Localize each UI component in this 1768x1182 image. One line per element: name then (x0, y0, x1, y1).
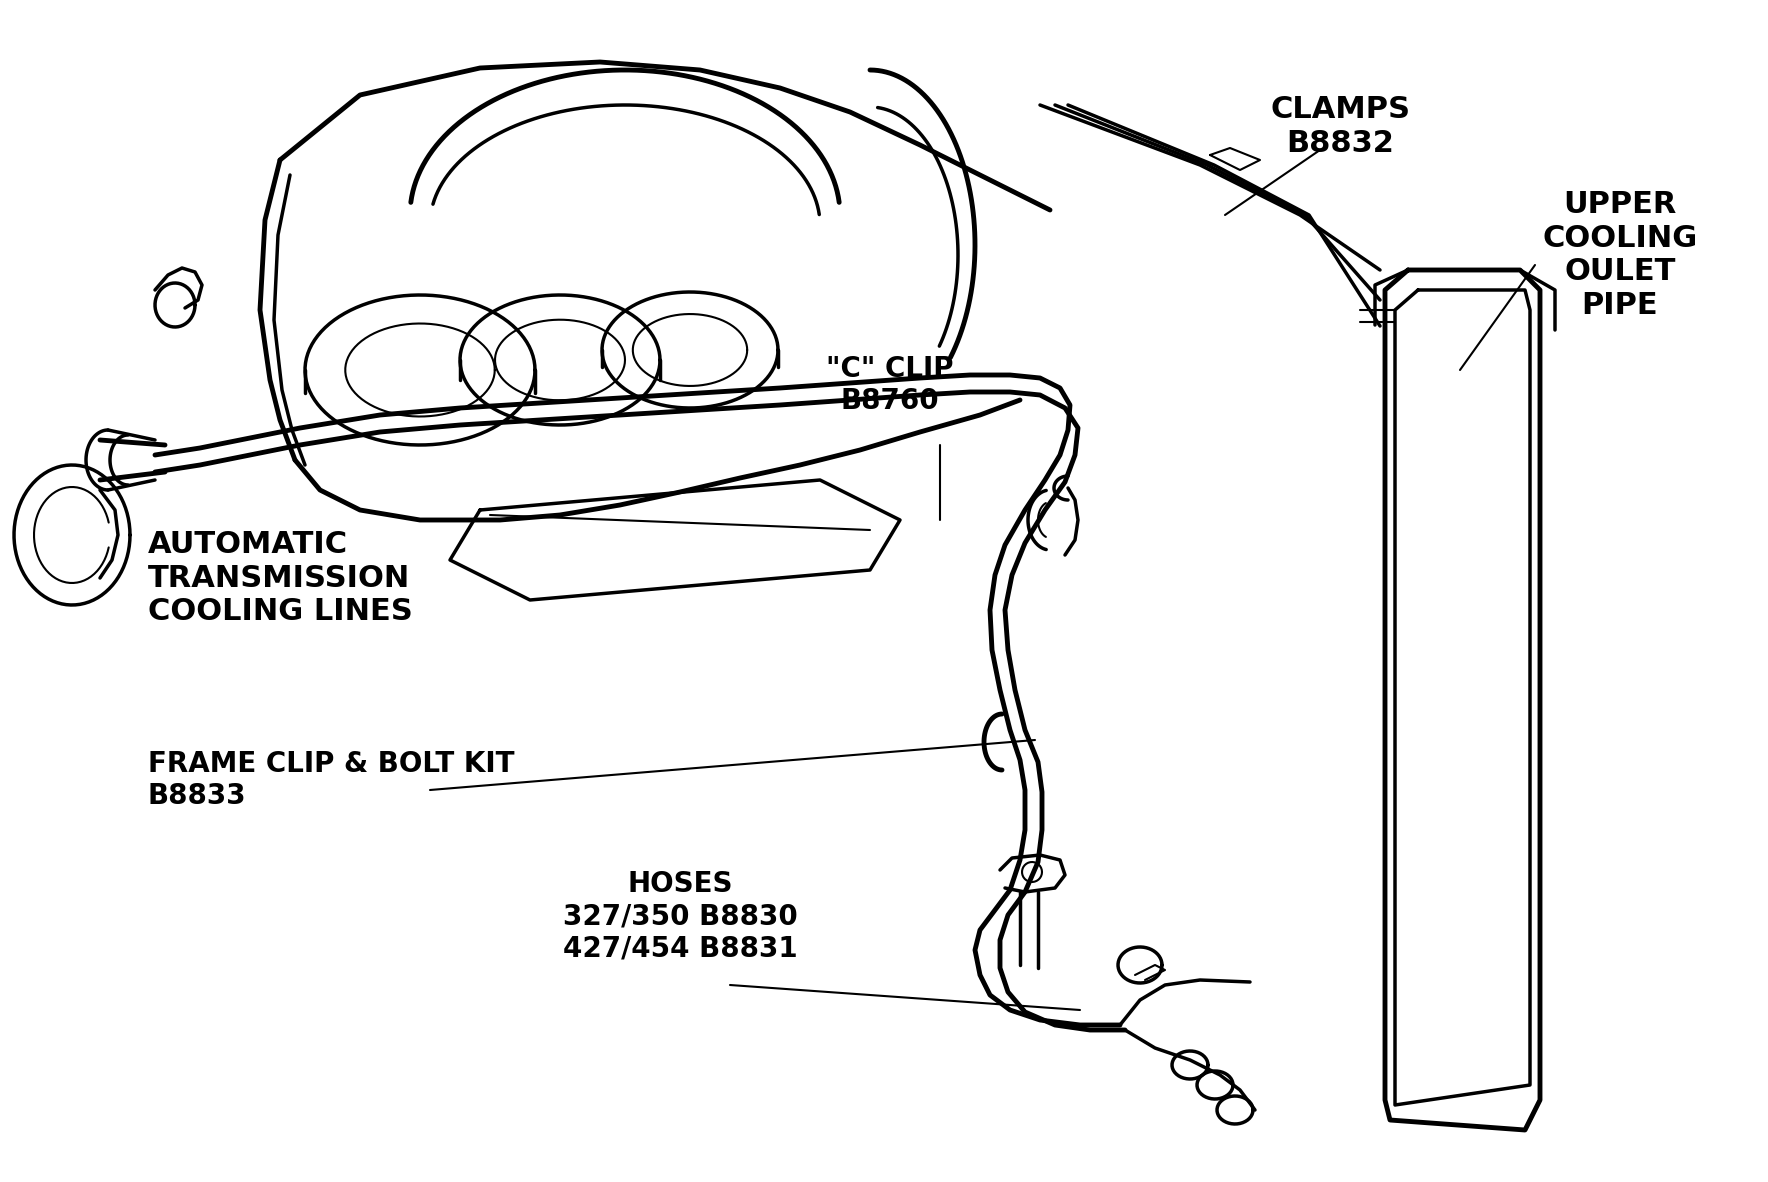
Text: "C" CLIP
B8760: "C" CLIP B8760 (826, 355, 953, 415)
Text: CLAMPS
B8832: CLAMPS B8832 (1269, 95, 1411, 157)
Text: FRAME CLIP & BOLT KIT
B8833: FRAME CLIP & BOLT KIT B8833 (149, 751, 514, 811)
Text: AUTOMATIC
TRANSMISSION
COOLING LINES: AUTOMATIC TRANSMISSION COOLING LINES (149, 530, 412, 626)
Text: HOSES
327/350 B8830
427/454 B8831: HOSES 327/350 B8830 427/454 B8831 (562, 870, 797, 963)
Text: UPPER
COOLING
OULET
PIPE: UPPER COOLING OULET PIPE (1542, 190, 1697, 320)
